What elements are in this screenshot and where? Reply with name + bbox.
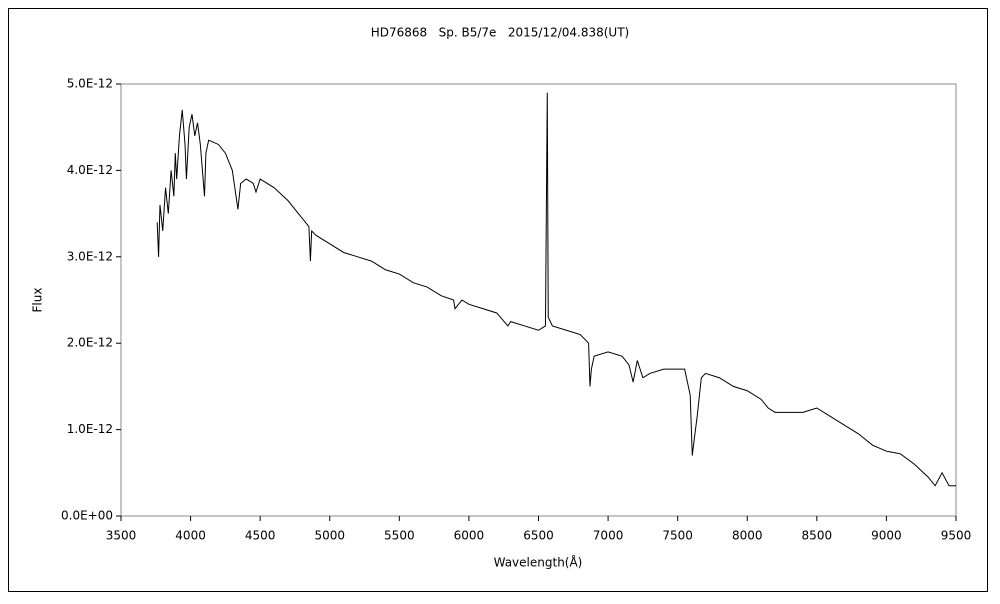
y-axis-label: Flux bbox=[31, 288, 45, 313]
x-tick-label: 6500 bbox=[523, 529, 554, 543]
x-tick-label: 9500 bbox=[941, 529, 972, 543]
x-tick-label: 7500 bbox=[662, 529, 693, 543]
x-tick-label: 5500 bbox=[384, 529, 415, 543]
x-tick-label: 9000 bbox=[871, 529, 902, 543]
x-tick-label: 6000 bbox=[454, 529, 485, 543]
y-tick-label: 2.0E-12 bbox=[67, 336, 113, 350]
x-tick-label: 7000 bbox=[593, 529, 624, 543]
chart-title: HD76868 Sp. B5/7e 2015/12/04.838(UT) bbox=[371, 26, 629, 40]
y-tick-label: 5.0E-12 bbox=[67, 77, 113, 91]
x-tick-label: 4000 bbox=[175, 529, 206, 543]
y-tick-label: 4.0E-12 bbox=[67, 163, 113, 177]
y-tick-label: 3.0E-12 bbox=[67, 249, 113, 263]
y-tick-label: 1.0E-12 bbox=[67, 422, 113, 436]
x-tick-label: 8000 bbox=[732, 529, 763, 543]
x-tick-label: 5000 bbox=[314, 529, 345, 543]
y-tick-label: 0.0E+00 bbox=[61, 509, 113, 523]
spectrum-line bbox=[156, 92, 956, 487]
plot-area bbox=[120, 83, 957, 517]
x-tick-label: 3500 bbox=[106, 529, 137, 543]
x-tick-label: 8500 bbox=[802, 529, 833, 543]
x-axis-label: Wavelength(Å) bbox=[494, 555, 583, 570]
x-tick-label: 4500 bbox=[245, 529, 276, 543]
